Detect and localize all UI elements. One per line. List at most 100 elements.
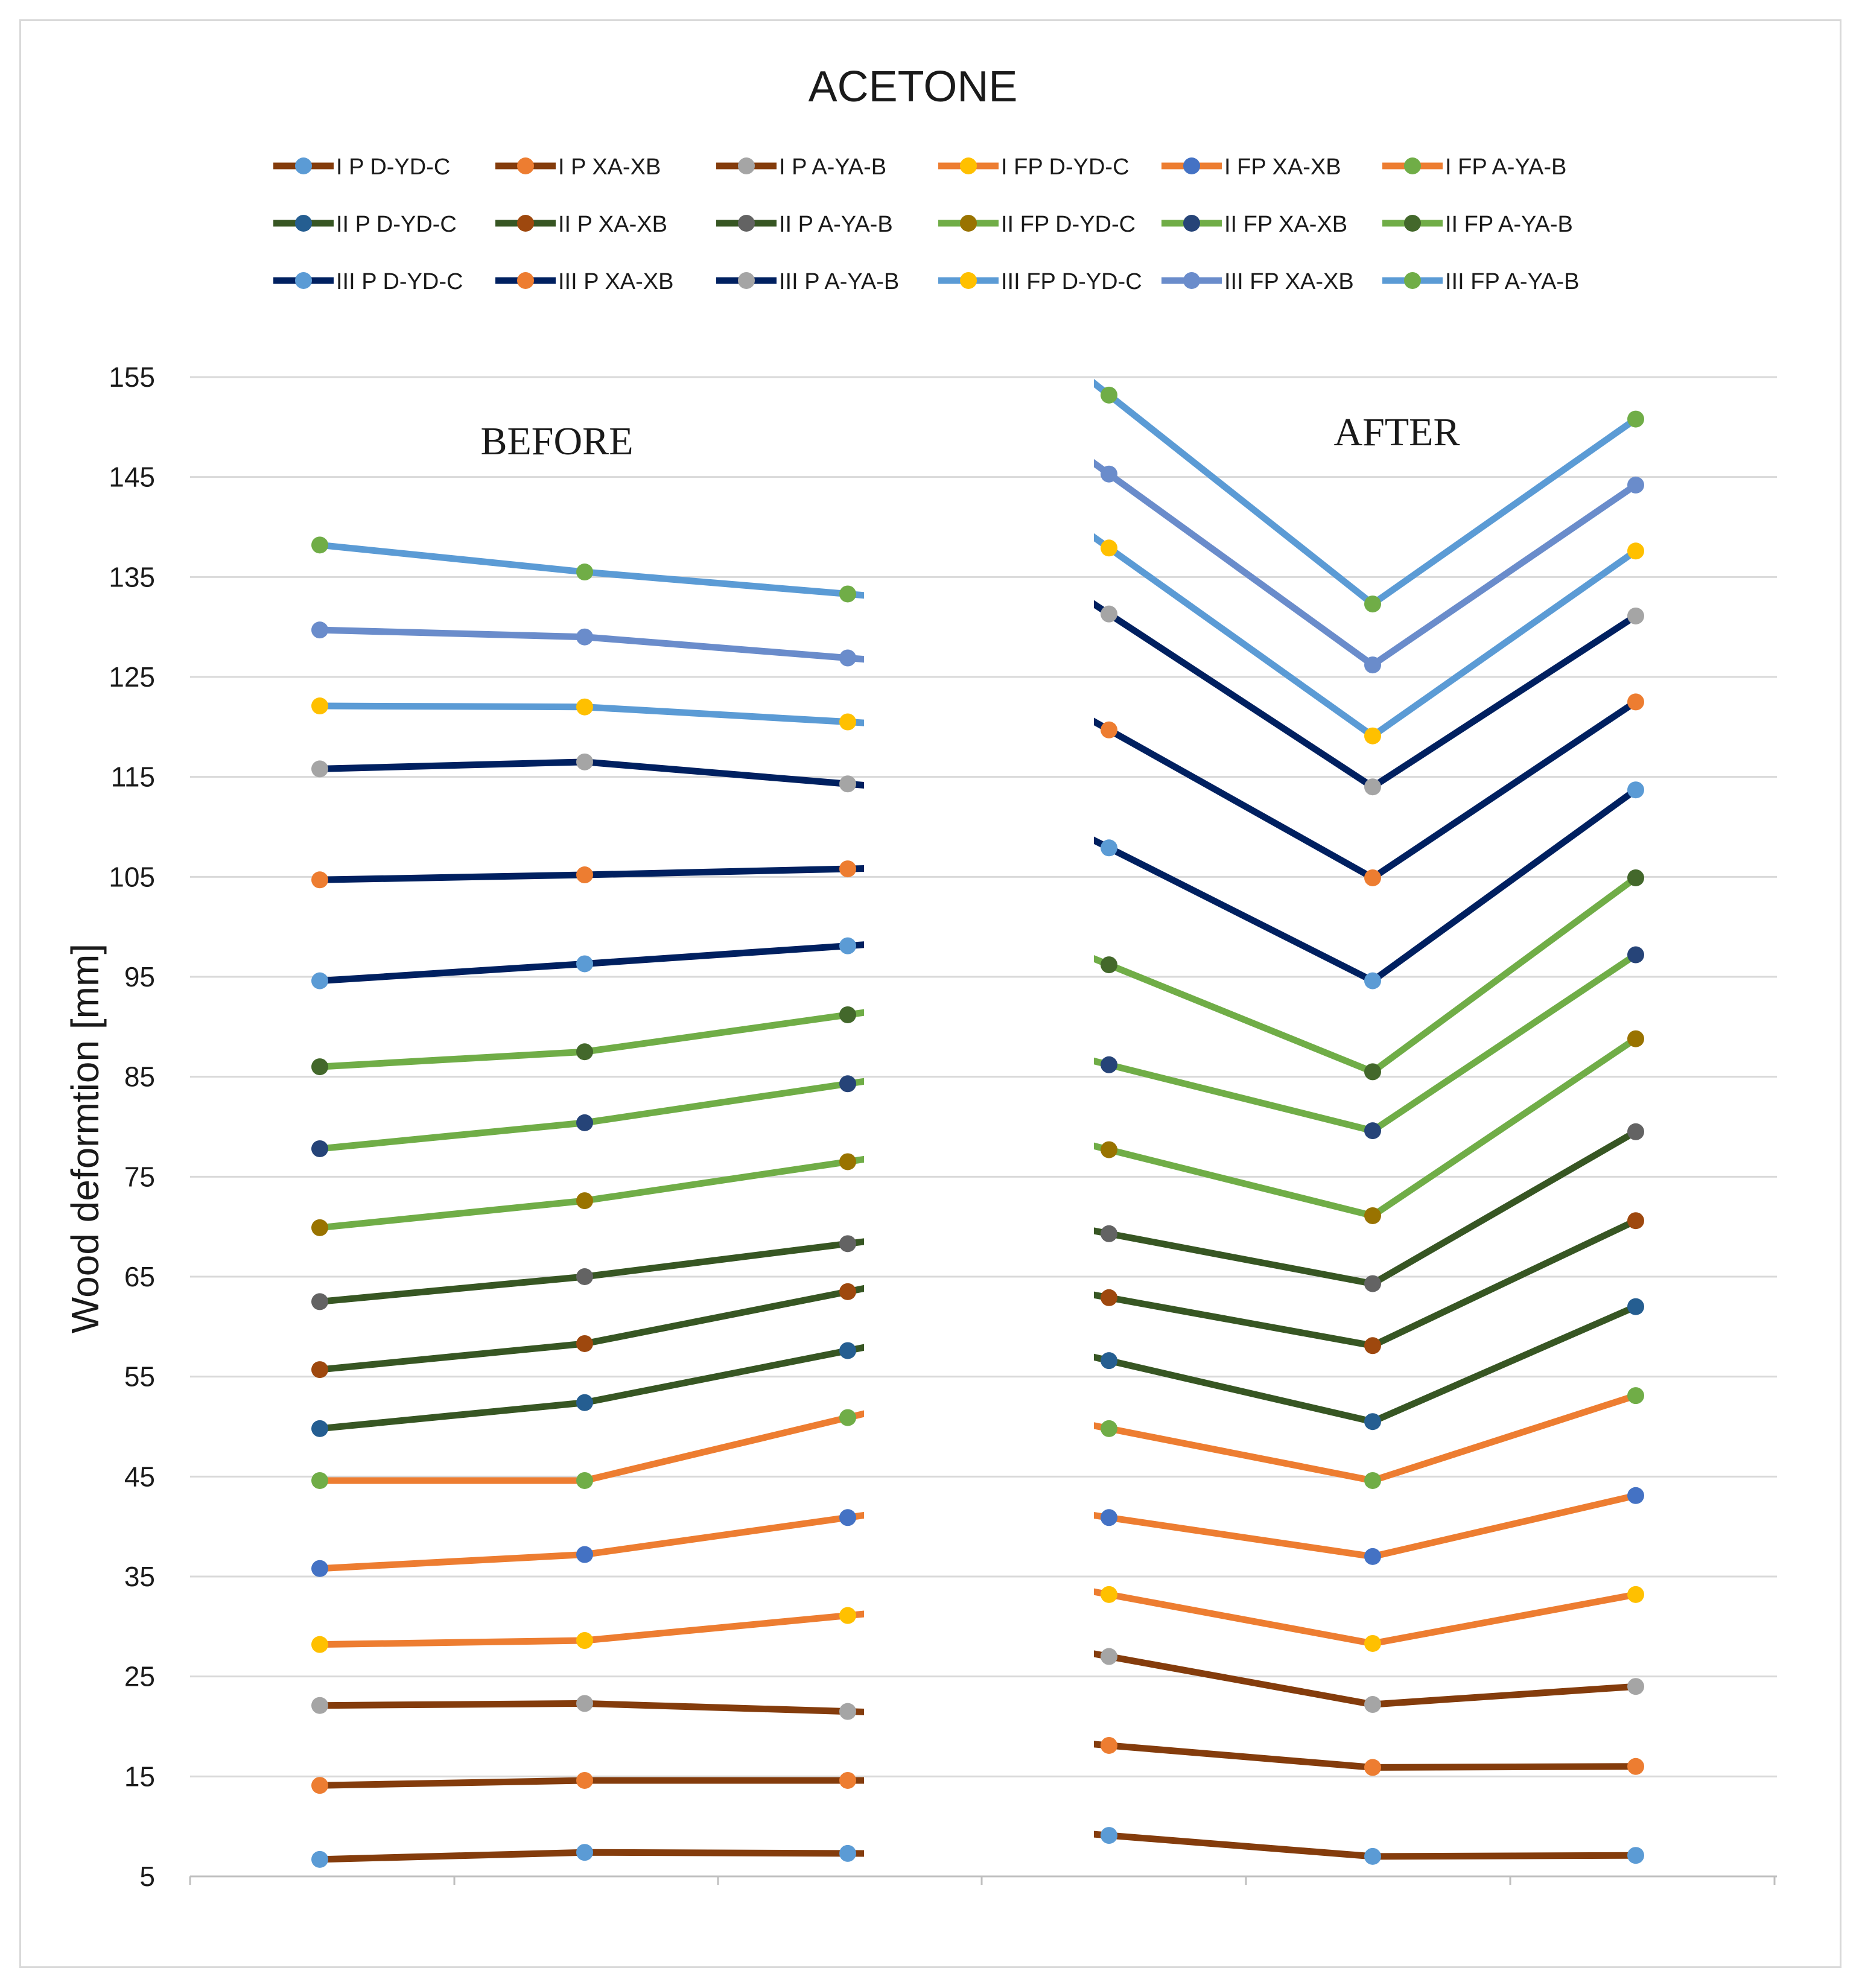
y-tick-label: 75	[124, 1161, 155, 1192]
data-point	[1101, 539, 1117, 557]
legend-marker	[1183, 272, 1200, 289]
legend-item-i-p-d-yd-c: I P D-YD-C	[273, 154, 450, 180]
data-point	[311, 1293, 328, 1310]
data-point	[1101, 1225, 1117, 1242]
series-line-after	[1094, 875, 1638, 1075]
data-point	[576, 1394, 593, 1411]
legend-label: I FP D-YD-C	[1001, 154, 1130, 180]
data-point	[1101, 1827, 1117, 1844]
y-tick-label: 125	[109, 661, 155, 693]
legend-label: I P A-YA-B	[779, 154, 886, 180]
data-point	[839, 585, 856, 603]
data-point	[839, 1771, 856, 1789]
data-point	[839, 1703, 856, 1720]
data-point	[576, 1114, 593, 1131]
chart-frame: ACETONE I P D-YD-C I P XA-XB I P A-YA-B I F…	[19, 19, 1841, 1968]
series-line-after	[1094, 1588, 1637, 1647]
series-ii-fp-d-yd-c	[311, 1030, 1644, 1236]
series-line-before	[319, 1009, 864, 1070]
data-point	[839, 1509, 856, 1526]
legend-marker	[960, 157, 977, 174]
data-point	[1627, 1758, 1644, 1775]
data-point	[1364, 1122, 1381, 1140]
line-chart: ACETONE I P D-YD-C I P XA-XB I P A-YA-B I F…	[63, 63, 1777, 1892]
legend-marker	[960, 215, 977, 232]
data-point	[311, 1420, 328, 1437]
data-point	[839, 1409, 856, 1426]
legend-label: II FP D-YD-C	[1001, 212, 1136, 237]
data-point	[1101, 1056, 1117, 1073]
series-line-before	[319, 702, 864, 726]
series-line-before	[319, 1849, 864, 1863]
data-point	[311, 1777, 328, 1794]
series-iii-fp-xa-xb	[311, 459, 1644, 674]
legend: I P D-YD-C I P XA-XB I P A-YA-B I FP D-YD-C…	[273, 154, 1579, 294]
data-point	[1627, 946, 1644, 964]
data-point	[839, 1006, 856, 1023]
y-tick-label: 25	[124, 1661, 155, 1692]
legend-item-ii-p-a-ya-b: II P A-YA-B	[716, 212, 893, 237]
data-point	[1627, 1487, 1644, 1504]
y-tick-label: 35	[124, 1561, 155, 1592]
y-tick-label: 85	[124, 1061, 155, 1093]
x-axis	[189, 1875, 1777, 1885]
data-point	[576, 1268, 593, 1285]
data-point	[311, 621, 328, 639]
data-point	[1364, 1634, 1381, 1652]
data-point	[1627, 1586, 1644, 1603]
legend-label: III P XA-XB	[558, 269, 673, 294]
series-line-before	[319, 1700, 864, 1715]
series-line-after	[1094, 787, 1638, 985]
data-point	[1364, 1207, 1381, 1224]
data-point	[1627, 1212, 1644, 1230]
data-point	[1101, 956, 1117, 974]
data-point	[1364, 1759, 1381, 1776]
y-tick-label: 5	[139, 1861, 155, 1892]
series-line-after	[1094, 533, 1638, 740]
gridlines	[190, 376, 1777, 1777]
series-line-before	[319, 1155, 864, 1231]
data-point	[576, 1472, 593, 1489]
legend-label: I FP A-YA-B	[1445, 154, 1566, 180]
legend-marker	[1183, 215, 1200, 232]
y-tick-label: 155	[109, 361, 155, 393]
series-ii-fp-a-ya-b	[311, 869, 1644, 1081]
data-point	[576, 1043, 593, 1061]
data-point	[839, 775, 856, 793]
series-ii-p-xa-xb	[311, 1212, 1644, 1379]
y-tick-label: 95	[124, 961, 155, 992]
legend-label: I P XA-XB	[558, 154, 661, 180]
data-point	[1627, 542, 1644, 560]
y-tick-label: 115	[111, 761, 155, 793]
chart-title: ACETONE	[809, 63, 1018, 111]
series-line-after	[1094, 1218, 1638, 1349]
series-line-before	[319, 758, 864, 789]
series-line-after	[1094, 1129, 1638, 1288]
data-point	[839, 1844, 856, 1862]
legend-item-iii-p-xa-xb: III P XA-XB	[495, 269, 673, 294]
series-i-p-xa-xb	[311, 1736, 1644, 1794]
series-ii-fp-xa-xb	[311, 946, 1644, 1157]
data-point	[1364, 972, 1381, 989]
data-point	[839, 1342, 856, 1359]
series-line-after	[1094, 1650, 1636, 1708]
series-ii-p-d-yd-c	[311, 1298, 1644, 1437]
data-point	[1627, 476, 1644, 494]
legend-item-ii-p-d-yd-c: II P D-YD-C	[273, 212, 457, 237]
series-line-before	[319, 941, 864, 985]
legend-item-ii-fp-d-yd-c: II FP D-YD-C	[938, 212, 1136, 237]
panel-label-before: BEFORE	[480, 419, 633, 463]
legend-item-ii-p-xa-xb: II P XA-XB	[495, 212, 667, 237]
legend-item-i-p-a-ya-b: I P A-YA-B	[716, 154, 886, 180]
legend-label: I P D-YD-C	[336, 154, 450, 180]
data-point	[839, 1283, 856, 1300]
data-point	[576, 1335, 593, 1352]
data-point	[1364, 1413, 1381, 1431]
legend-item-i-fp-a-ya-b: I FP A-YA-B	[1382, 154, 1566, 180]
legend-marker	[738, 157, 755, 174]
series-line-before	[320, 1410, 864, 1484]
y-tick-label: 45	[124, 1461, 155, 1492]
y-tick-label: 55	[124, 1361, 155, 1393]
series-line-before	[319, 541, 864, 599]
data-point	[1627, 410, 1644, 428]
